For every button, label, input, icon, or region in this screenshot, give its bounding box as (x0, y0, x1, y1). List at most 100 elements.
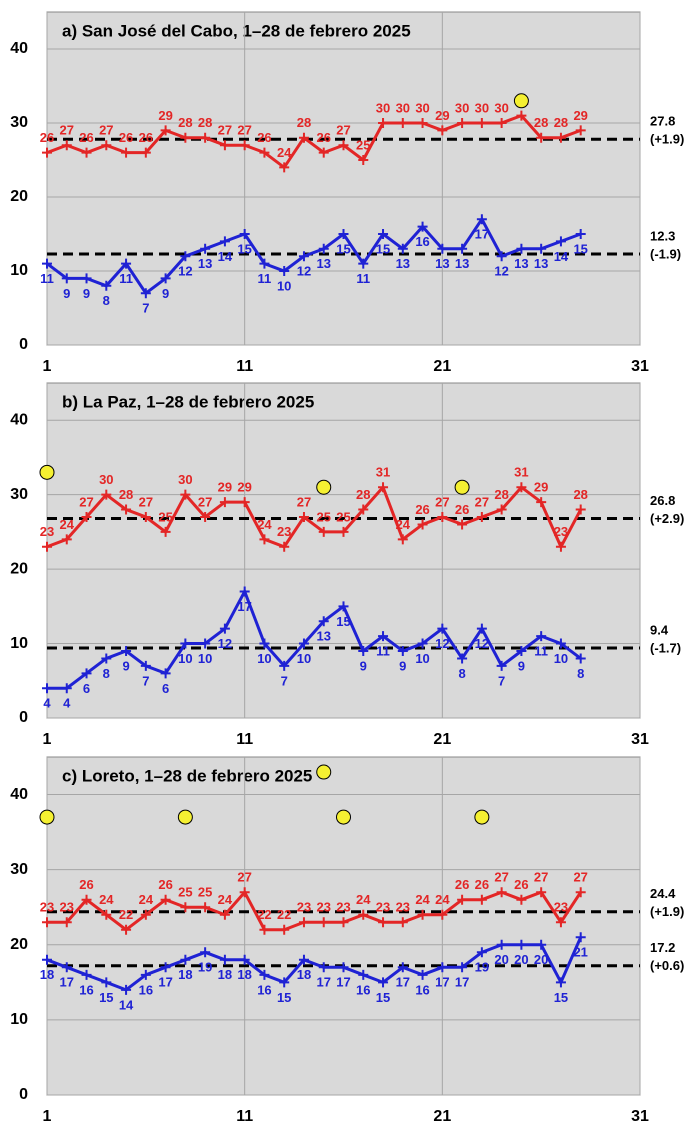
point-marker (318, 962, 329, 973)
event-marker (39, 464, 55, 480)
data-label: 27 (534, 870, 548, 885)
data-label: 13 (455, 256, 469, 271)
data-label: 12 (297, 264, 311, 279)
y-tick-label: 30 (10, 486, 28, 503)
data-label: 28 (198, 115, 212, 130)
y-tick-label: 0 (19, 709, 28, 726)
point-marker (378, 118, 389, 128)
data-label: 29 (435, 108, 449, 123)
point-marker (279, 924, 290, 935)
data-label: 10 (257, 651, 271, 666)
point-marker (298, 132, 309, 143)
chart-title: b) La Paz, 1–28 de febrero 2025 (62, 392, 314, 411)
data-label: 30 (396, 100, 410, 115)
y-tick-label: 10 (10, 262, 28, 279)
point-marker (239, 887, 250, 898)
point-marker (81, 894, 92, 905)
data-label: 13 (198, 256, 212, 271)
data-label: 16 (415, 982, 429, 997)
data-label: 6 (162, 681, 169, 696)
point-marker (536, 939, 547, 950)
x-tick-label: 1 (43, 358, 52, 375)
anomaly-label: (+1.9) (650, 132, 684, 147)
data-label: 17 (336, 975, 350, 990)
data-label: 8 (103, 666, 110, 681)
point-marker (101, 140, 112, 151)
data-label: 9 (518, 658, 525, 673)
point-marker (378, 977, 389, 988)
series-line (46, 216, 582, 296)
anomaly-label: (+2.9) (650, 511, 684, 526)
data-label: 28 (573, 487, 587, 502)
point-marker (42, 147, 52, 158)
data-label: 27 (573, 870, 587, 885)
data-label: 13 (316, 629, 330, 644)
point-marker (298, 917, 309, 928)
point-marker (437, 962, 448, 973)
data-label: 24 (218, 892, 233, 907)
data-label: 23 (376, 900, 390, 915)
data-label: 25 (336, 509, 350, 524)
point-marker (140, 288, 151, 299)
data-label: 30 (455, 100, 469, 115)
point-marker (338, 140, 349, 151)
data-label: 27 (139, 494, 153, 509)
point-marker (121, 258, 132, 269)
point-marker (61, 140, 72, 151)
point-marker (318, 147, 329, 158)
x-tick-label: 11 (236, 731, 253, 748)
point-marker (279, 541, 290, 552)
data-label: 9 (360, 658, 367, 673)
data-label: 24 (415, 892, 430, 907)
point-marker (397, 118, 408, 128)
point-marker (397, 962, 408, 973)
point-marker (516, 243, 527, 254)
point-marker (457, 962, 468, 973)
data-label: 11 (40, 271, 54, 286)
y-tick-label: 40 (10, 411, 28, 428)
data-label: 17 (158, 975, 172, 990)
point-marker (555, 541, 566, 552)
data-label: 17 (237, 599, 251, 614)
data-label: 28 (554, 115, 568, 130)
data-label: 23 (277, 524, 291, 539)
data-label: 23 (316, 900, 330, 915)
point-marker (42, 258, 52, 269)
data-label: 26 (79, 130, 93, 145)
data-label: 17 (60, 975, 74, 990)
data-label: 23 (396, 900, 410, 915)
data-label: 27 (336, 123, 350, 138)
data-label: 13 (316, 256, 330, 271)
point-marker (575, 229, 586, 239)
data-label: 17 (435, 975, 449, 990)
data-label: 20 (494, 952, 508, 967)
data-label: 8 (103, 293, 110, 308)
data-label: 17 (455, 975, 469, 990)
data-label: 20 (534, 952, 548, 967)
point-marker (358, 504, 369, 515)
point-marker (338, 917, 349, 928)
point-marker (437, 125, 448, 136)
data-label: 31 (376, 465, 390, 480)
point-marker (81, 969, 92, 980)
point-marker (81, 273, 92, 284)
point-marker (61, 534, 72, 545)
data-label: 10 (297, 651, 311, 666)
data-label: 12 (494, 264, 508, 279)
chart-title: c) Loreto, 1–28 de febrero 2025 (62, 766, 312, 785)
data-label: 8 (458, 666, 465, 681)
point-marker (140, 512, 151, 522)
point-marker (338, 962, 349, 973)
x-tick-label: 1 (43, 1108, 52, 1125)
data-label: 24 (139, 892, 154, 907)
data-label: 22 (277, 907, 291, 922)
data-label: 23 (297, 900, 311, 915)
point-marker (239, 229, 250, 239)
point-marker (358, 909, 369, 920)
point-marker (575, 504, 586, 515)
data-label: 27 (494, 870, 508, 885)
point-marker (101, 653, 112, 664)
data-label: 10 (554, 651, 568, 666)
point-marker (81, 147, 92, 158)
event-marker (316, 764, 332, 780)
